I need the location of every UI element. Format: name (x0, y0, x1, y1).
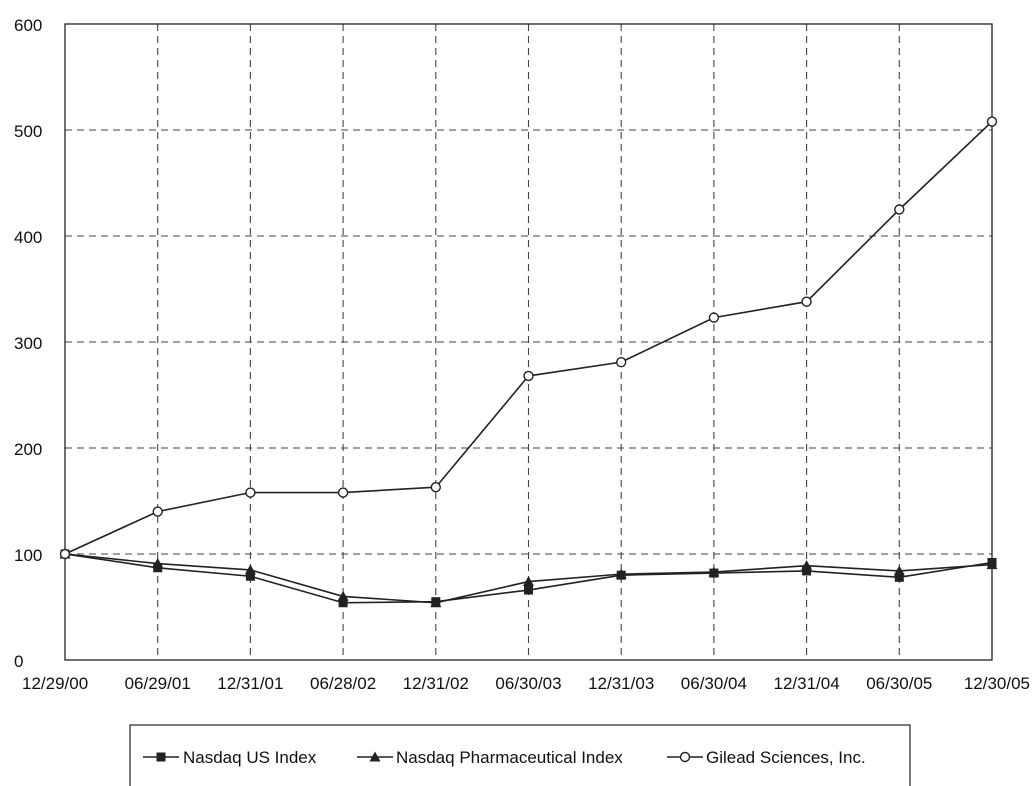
x-tick-label: 12/30/05 (964, 674, 1030, 693)
data-point (337, 487, 349, 498)
series-triangle (59, 548, 998, 608)
data-point (152, 558, 164, 569)
y-tick-label: 600 (14, 16, 42, 35)
x-tick-label: 12/31/02 (403, 674, 469, 693)
data-point (986, 559, 998, 570)
data-point (523, 370, 534, 382)
y-tick-label: 300 (14, 334, 42, 353)
data-point (894, 204, 905, 215)
legend-label: Nasdaq US Index (183, 748, 317, 767)
series-layer (59, 116, 998, 608)
y-tick-label: 200 (14, 440, 42, 459)
x-axis-ticks: 12/29/00 06/29/01 12/31/01 06/28/02 12/31/02… (22, 674, 1030, 693)
x-tick-label: 06/30/05 (866, 674, 932, 693)
data-point (894, 572, 904, 582)
x-tick-label: 06/30/03 (495, 674, 561, 693)
legend: Nasdaq US Index Nasdaq Pharmaceutical Ind… (129, 724, 911, 786)
series-open-circle (59, 116, 998, 560)
y-tick-label: 0 (14, 652, 23, 671)
x-tick-label: 12/31/04 (774, 674, 840, 693)
data-point (708, 312, 720, 323)
data-point (524, 585, 533, 595)
x-tick-label: 12/29/00 (22, 674, 88, 693)
y-tick-label: 400 (14, 228, 42, 247)
legend-item: Nasdaq Pharmaceutical Index (357, 748, 623, 767)
x-tick-label: 12/31/03 (588, 674, 654, 693)
data-point (523, 576, 534, 587)
y-tick-label: 500 (14, 122, 42, 141)
y-tick-label: 100 (14, 546, 42, 565)
x-tick-label: 06/30/04 (681, 674, 747, 693)
data-point (245, 571, 255, 581)
data-point (430, 482, 441, 493)
data-point (986, 116, 998, 127)
grid-lines (65, 24, 992, 660)
x-tick-label: 06/28/02 (310, 674, 376, 693)
legend-marker (679, 751, 691, 763)
data-point (708, 566, 720, 577)
data-point (616, 356, 627, 368)
data-point (338, 598, 348, 608)
data-point (801, 560, 813, 571)
data-point (615, 568, 627, 579)
data-point (337, 590, 349, 601)
legend-marker (156, 752, 166, 762)
legend-item: Gilead Sciences, Inc. (667, 748, 866, 767)
y-axis-ticks: 0 100 200 300 400 500 600 (14, 16, 42, 671)
data-point (801, 296, 812, 307)
data-point (244, 564, 256, 575)
data-point (893, 565, 905, 576)
data-point (430, 597, 442, 608)
data-point (59, 548, 71, 560)
plot-area (64, 23, 993, 661)
legend-item: Nasdaq US Index (143, 748, 317, 767)
x-tick-label: 12/31/01 (217, 674, 283, 693)
x-tick-label: 06/29/01 (125, 674, 191, 693)
legend-marker (369, 751, 381, 762)
legend-box (129, 724, 911, 786)
data-point (245, 487, 256, 498)
data-point (802, 566, 812, 576)
legend-label: Gilead Sciences, Inc. (706, 748, 866, 767)
legend-label: Nasdaq Pharmaceutical Index (396, 748, 623, 767)
data-point (152, 506, 163, 517)
